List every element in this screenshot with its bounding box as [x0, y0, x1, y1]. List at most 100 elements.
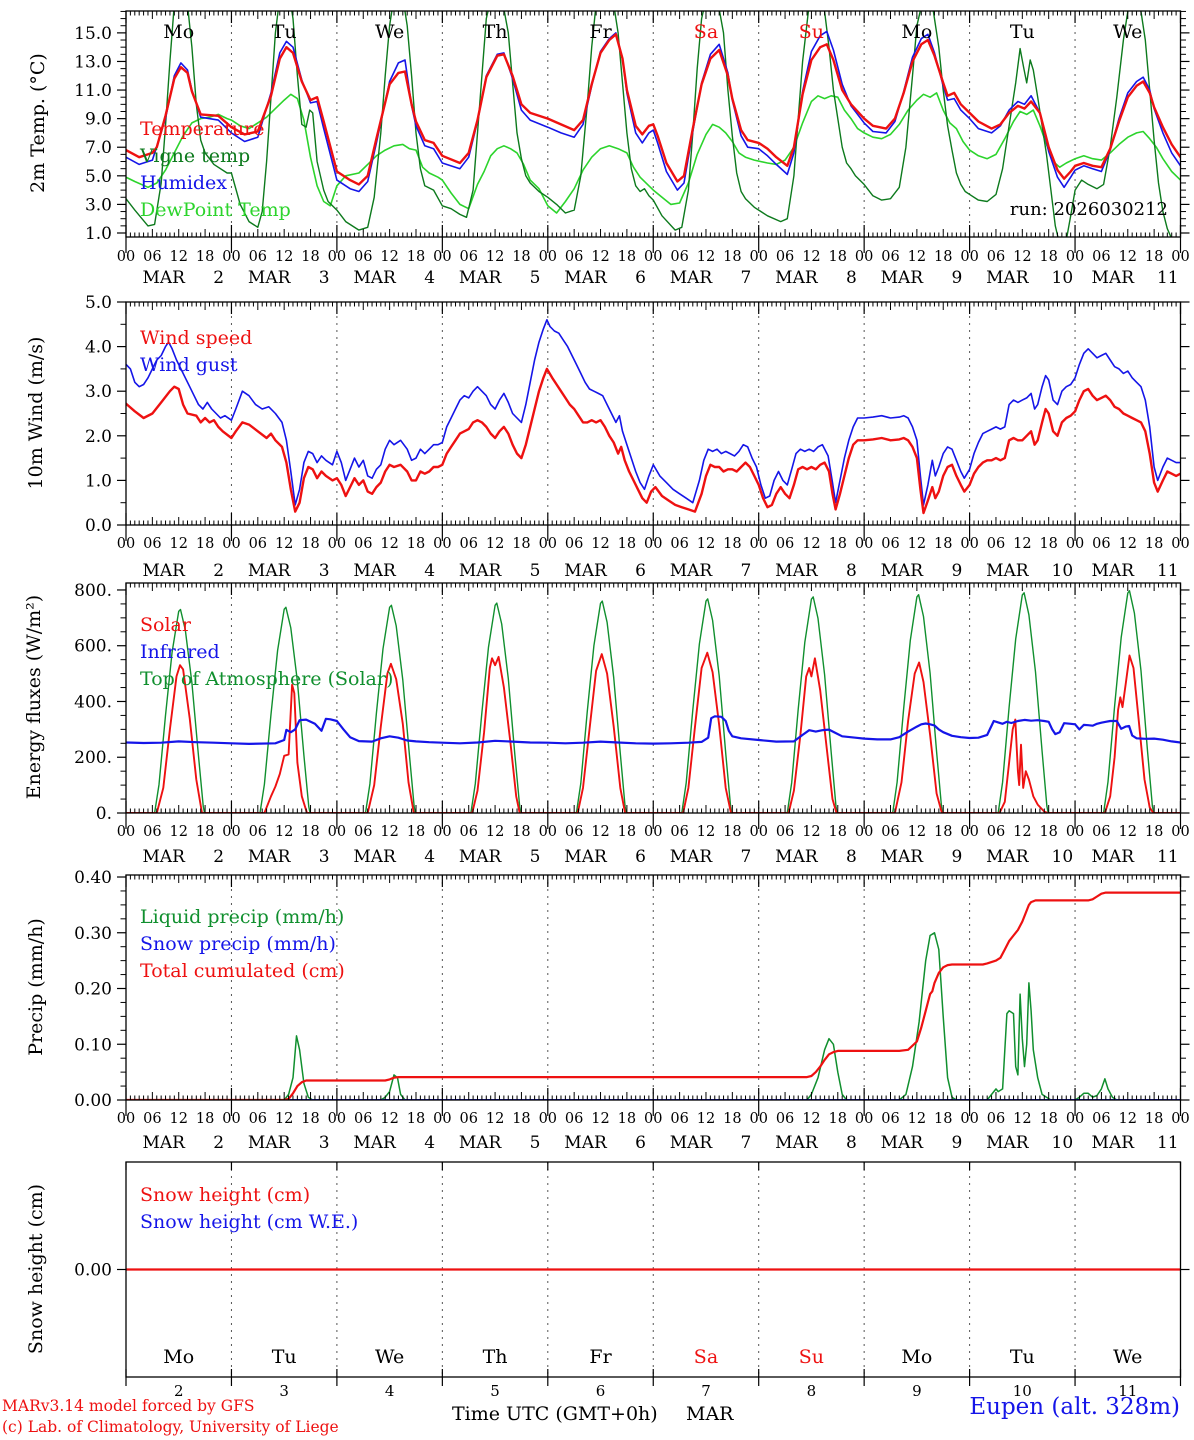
hour-label: 06: [565, 1111, 583, 1127]
hour-label: 00: [328, 536, 346, 552]
hour-label: 18: [196, 824, 214, 840]
hour-label: 06: [459, 249, 477, 265]
month-label: MAR: [459, 1133, 503, 1153]
day-name-label: Mo: [163, 21, 194, 43]
hour-label: 00: [749, 536, 767, 552]
month-label: MAR: [1092, 847, 1136, 867]
hour-label: 00: [960, 1111, 978, 1127]
legend-solar: Solar: [140, 614, 191, 636]
hour-label: 18: [1145, 824, 1163, 840]
day-number-label: 2: [213, 1133, 224, 1153]
hour-label: 12: [1013, 824, 1031, 840]
hour-label: 18: [618, 249, 636, 265]
hour-label: 18: [301, 824, 319, 840]
hour-label: 00: [539, 249, 557, 265]
curve-temperature: [126, 33, 1181, 186]
y-tick-label: 800.: [74, 581, 112, 601]
day-name-label: Sa: [694, 21, 718, 43]
hour-label: 18: [1039, 824, 1057, 840]
curve-total-cumulated-cm-: [126, 891, 1181, 1100]
hour-label: 18: [723, 249, 741, 265]
day-number-label: 5: [490, 1382, 500, 1400]
curve-solar: [126, 651, 1181, 813]
hour-label: 12: [275, 536, 293, 552]
day-name-label: Sa: [694, 1346, 718, 1368]
legend-wind-gust: Wind gust: [140, 354, 238, 376]
hour-label: 12: [908, 249, 926, 265]
legend-infrared: Infrared: [140, 641, 220, 663]
hour-label: 18: [512, 249, 530, 265]
hour-label: 00: [222, 824, 240, 840]
month-label: MAR: [564, 561, 608, 581]
curve-dewpoint-temp: [126, 92, 1181, 214]
hour-label: 18: [1145, 249, 1163, 265]
hour-label: 12: [169, 536, 187, 552]
day-number-label: 8: [846, 268, 857, 288]
month-label: MAR: [986, 1133, 1030, 1153]
month-label: MAR: [353, 847, 397, 867]
day-name-label: Su: [799, 1346, 824, 1368]
day-number-label: 5: [530, 561, 541, 581]
curve-wind-speed: [126, 367, 1181, 515]
hour-label: 06: [143, 536, 161, 552]
y-tick-label: 1.0: [85, 224, 112, 244]
day-number-label: 9: [951, 561, 962, 581]
hour-label: 00: [117, 249, 135, 265]
month-label: MAR: [248, 847, 292, 867]
y-tick-label: 0.10: [74, 1035, 112, 1055]
hour-label: 12: [169, 249, 187, 265]
hour-label: 00: [960, 824, 978, 840]
day-number-label: 3: [319, 1133, 330, 1153]
hour-label: 18: [618, 1111, 636, 1127]
day-number-label: 11: [1118, 1382, 1137, 1400]
month-label: MAR: [142, 561, 186, 581]
hour-label: 00: [433, 249, 451, 265]
station-label: Eupen (alt. 328m): [969, 1394, 1180, 1420]
month-label: MAR: [142, 1133, 186, 1153]
month-label: MAR: [564, 268, 608, 288]
day-number-label: 11: [1157, 847, 1179, 867]
day-number-label: 11: [1157, 1133, 1179, 1153]
curve-top-of-atmosphere-solar-: [126, 590, 1181, 813]
hour-label: 18: [196, 536, 214, 552]
day-number-label: 3: [319, 847, 330, 867]
hour-label: 06: [987, 1111, 1005, 1127]
day-name-label: Mo: [163, 1346, 194, 1368]
month-label: MAR: [986, 268, 1030, 288]
hour-label: 18: [934, 249, 952, 265]
curve-infrared: [126, 715, 1181, 746]
month-label: MAR: [881, 847, 925, 867]
hour-label: 18: [407, 249, 425, 265]
hour-label: 12: [697, 1111, 715, 1127]
hour-label: 00: [855, 536, 873, 552]
hour-label: 06: [670, 536, 688, 552]
day-number-label: 9: [951, 1133, 962, 1153]
hour-label: 00: [328, 824, 346, 840]
hour-label: 18: [1039, 249, 1057, 265]
legend-dewpoint: DewPoint Temp: [140, 199, 291, 221]
hour-label: 06: [670, 824, 688, 840]
hour-label: 06: [459, 1111, 477, 1127]
hour-label: 06: [459, 824, 477, 840]
month-label: MAR: [986, 561, 1030, 581]
day-number-label: 6: [635, 847, 646, 867]
hour-label: 06: [249, 824, 267, 840]
hour-label: 18: [829, 824, 847, 840]
hour-label: 12: [802, 1111, 820, 1127]
y-axis-title-wind: 10m Wind (m/s): [25, 336, 47, 490]
hour-label: 00: [328, 1111, 346, 1127]
y-tick-label: 4.0: [85, 338, 112, 358]
month-label: MAR: [459, 561, 503, 581]
month-label: MAR: [670, 1133, 714, 1153]
month-label: MAR: [775, 847, 819, 867]
curve-wind-gust: [126, 318, 1181, 506]
hour-label: 12: [380, 1111, 398, 1127]
day-number-label: 11: [1157, 268, 1179, 288]
legend-liquid-precip: Liquid precip (mm/h): [140, 906, 345, 928]
day-number-label: 8: [807, 1382, 817, 1400]
month-label: MAR: [248, 1133, 292, 1153]
day-number-label: 6: [635, 561, 646, 581]
day-name-label: Mo: [901, 1346, 932, 1368]
month-label: MAR: [670, 268, 714, 288]
hour-label: 18: [829, 1111, 847, 1127]
